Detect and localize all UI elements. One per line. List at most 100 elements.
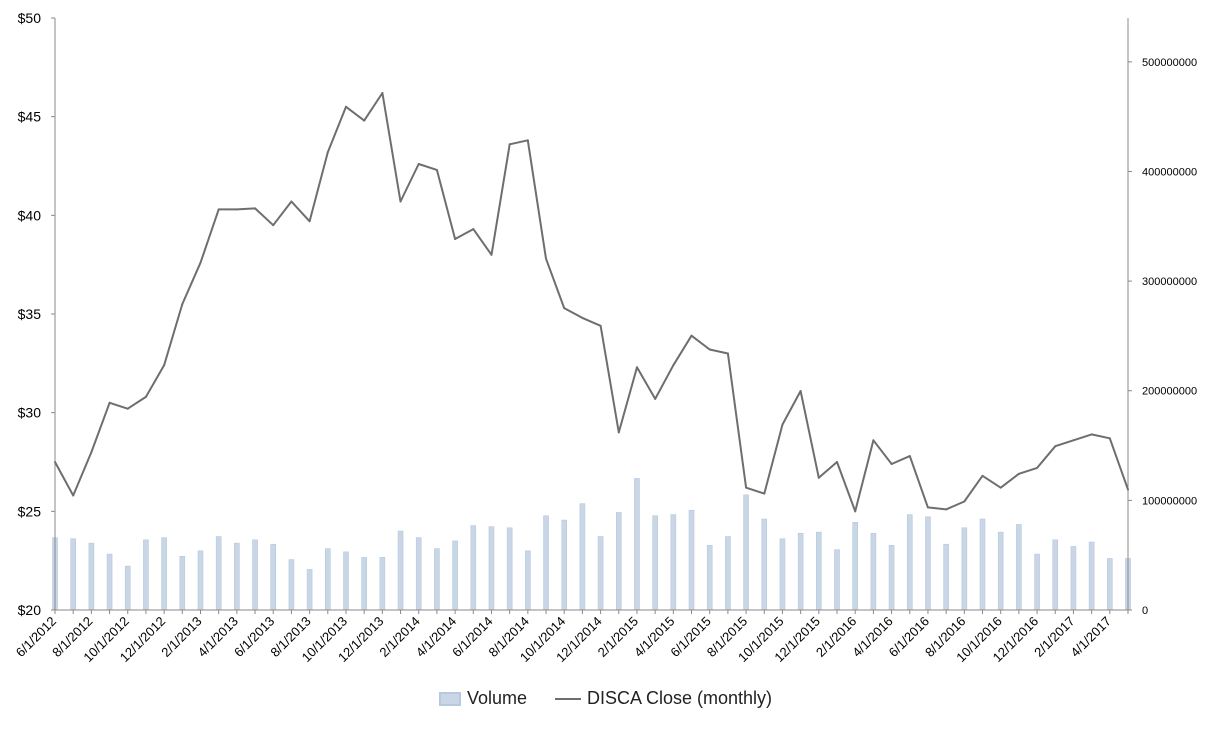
close-price-point bbox=[217, 208, 220, 211]
close-price-point bbox=[90, 451, 93, 454]
close-price-point bbox=[599, 324, 602, 327]
volume-bar bbox=[525, 550, 531, 611]
close-price-point bbox=[72, 494, 75, 497]
volume-bar bbox=[1052, 539, 1059, 611]
volume-bar bbox=[179, 555, 186, 611]
volume-bar bbox=[652, 515, 658, 611]
volume-bar bbox=[906, 514, 913, 611]
close-price-point bbox=[708, 348, 711, 351]
close-price-point bbox=[199, 261, 202, 264]
close-price-point bbox=[526, 139, 529, 142]
legend-close-swatch bbox=[554, 697, 581, 700]
right-axis-tick-label: 0 bbox=[1142, 605, 1148, 617]
close-price-point bbox=[1054, 445, 1057, 448]
volume-bar bbox=[343, 551, 349, 611]
volume-bars bbox=[52, 478, 1131, 611]
close-price-point bbox=[326, 151, 329, 154]
left-axis-tick-label: $30 bbox=[18, 405, 42, 421]
close-price-point bbox=[290, 200, 293, 203]
volume-bar bbox=[88, 542, 95, 611]
volume-bar bbox=[234, 542, 240, 611]
close-price-point bbox=[926, 506, 929, 509]
volume-bar bbox=[797, 532, 804, 611]
volume-bar bbox=[379, 557, 386, 611]
volume-bar bbox=[688, 509, 695, 611]
close-price-point bbox=[1072, 439, 1075, 442]
volume-bar bbox=[634, 478, 640, 611]
right-axis-tick-label: 400000000 bbox=[1142, 166, 1197, 178]
close-price-point bbox=[763, 492, 766, 495]
close-price-point bbox=[854, 510, 857, 513]
legend-item-volume: Volume bbox=[438, 688, 527, 709]
close-price-point bbox=[308, 220, 311, 223]
close-price-point bbox=[617, 431, 620, 434]
volume-bar bbox=[961, 527, 968, 611]
close-price-point bbox=[181, 303, 184, 306]
close-price-point bbox=[344, 105, 347, 108]
close-price-point bbox=[1036, 466, 1039, 469]
volume-bar bbox=[888, 545, 895, 611]
volume-bar bbox=[852, 521, 859, 611]
volume-bar bbox=[470, 525, 477, 611]
right-axis-tick-label: 300000000 bbox=[1142, 276, 1197, 288]
volume-bar bbox=[925, 516, 931, 611]
volume-bar bbox=[816, 531, 822, 611]
close-price-point bbox=[435, 168, 438, 171]
close-price-point bbox=[1090, 433, 1093, 436]
volume-bar bbox=[506, 527, 513, 611]
volume-bar bbox=[361, 557, 367, 611]
volume-bar bbox=[706, 545, 713, 611]
left-axis-tick-label: $40 bbox=[18, 207, 42, 223]
volume-bar bbox=[779, 538, 786, 611]
left-axis-tick-label: $35 bbox=[18, 306, 42, 322]
close-price-point bbox=[872, 439, 875, 442]
close-price-point bbox=[363, 119, 366, 122]
volume-bar bbox=[415, 537, 422, 611]
close-price-point bbox=[726, 352, 729, 355]
volume-bar bbox=[70, 538, 76, 611]
close-price-point bbox=[963, 500, 966, 503]
close-price-point bbox=[454, 238, 457, 241]
close-price-point bbox=[799, 389, 802, 392]
close-price-point bbox=[235, 208, 238, 211]
close-price-point bbox=[581, 316, 584, 319]
close-price-point bbox=[745, 486, 748, 489]
close-price-point bbox=[1108, 437, 1111, 440]
close-price-point bbox=[563, 307, 566, 310]
left-axis-tick-label: $45 bbox=[18, 109, 42, 125]
volume-bar bbox=[324, 548, 331, 611]
close-price-point bbox=[945, 508, 948, 511]
close-line-layer bbox=[54, 91, 1129, 513]
close-price-point bbox=[381, 91, 384, 94]
close-price-point bbox=[672, 364, 675, 367]
close-price-point bbox=[981, 474, 984, 477]
legend: Volume DISCA Close (monthly) bbox=[0, 688, 1211, 709]
volume-bar bbox=[252, 539, 258, 611]
left-axis-tick-label: $20 bbox=[18, 602, 42, 618]
volume-bar bbox=[743, 494, 749, 611]
volume-bar bbox=[306, 569, 313, 611]
volume-bar bbox=[761, 518, 768, 611]
legend-volume-swatch bbox=[438, 691, 461, 706]
volume-bar bbox=[106, 553, 113, 611]
volume-bar bbox=[1034, 553, 1040, 611]
left-axis-tick-label: $25 bbox=[18, 503, 42, 519]
volume-bar bbox=[979, 518, 986, 611]
volume-bar bbox=[488, 526, 495, 611]
volume-bar bbox=[615, 512, 622, 611]
close-price-point bbox=[54, 461, 56, 463]
legend-close-label: DISCA Close (monthly) bbox=[586, 688, 773, 708]
volume-bar bbox=[1016, 524, 1022, 611]
volume-bar bbox=[397, 530, 404, 611]
volume-bar bbox=[725, 536, 731, 611]
axes bbox=[51, 17, 1132, 614]
volume-bar bbox=[270, 543, 277, 611]
close-price-point bbox=[781, 423, 784, 426]
volume-bar bbox=[579, 503, 586, 611]
close-price-point bbox=[254, 207, 257, 210]
volume-bar bbox=[870, 532, 877, 611]
volume-bar bbox=[597, 536, 604, 611]
close-price-point bbox=[490, 253, 493, 256]
